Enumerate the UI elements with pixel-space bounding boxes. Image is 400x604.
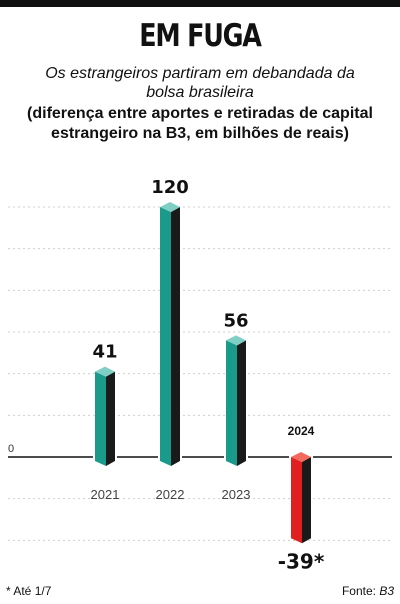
- bar-2024: [291, 457, 302, 544]
- bar-2021: [95, 371, 106, 466]
- bar-top-2023: [226, 335, 246, 346]
- source: Fonte: B3: [342, 584, 394, 598]
- footnote: * Até 1/7: [6, 584, 52, 598]
- data-label-2022: 120: [151, 177, 189, 198]
- bar-side-2023: [237, 340, 246, 466]
- zero-tick-label: 0: [8, 443, 14, 455]
- category-label-2023: 2023: [222, 487, 251, 502]
- chart-description: (diferença entre aportes e retiradas de …: [27, 105, 373, 142]
- bar-top-2024: [291, 452, 311, 462]
- data-label-2021: 41: [92, 342, 117, 363]
- source-name: B3: [379, 584, 394, 598]
- bar-side-2021: [106, 371, 115, 466]
- bar-top-2022: [160, 202, 180, 212]
- top-rule: [0, 0, 400, 7]
- bar-chart: 0 41 2021 120 2022 56 2023 -39* 2024: [8, 177, 392, 573]
- chart-title: EM FUGA: [139, 18, 262, 54]
- bar-side-2024: [302, 457, 311, 544]
- data-label-2023: 56: [223, 310, 248, 331]
- category-label-2024: 2024: [288, 424, 315, 438]
- bar-side-2022: [171, 207, 180, 466]
- chart-subtitle: Os estrangeiros partiram em debandada da…: [45, 65, 355, 101]
- category-label-2021: 2021: [91, 487, 120, 502]
- bar-2022: [160, 207, 171, 466]
- category-label-2022: 2022: [156, 487, 185, 502]
- bar-top-2021: [95, 366, 115, 377]
- source-label: Fonte:: [341, 584, 376, 598]
- bar-2023: [226, 340, 237, 466]
- data-label-2024: -39*: [278, 549, 325, 573]
